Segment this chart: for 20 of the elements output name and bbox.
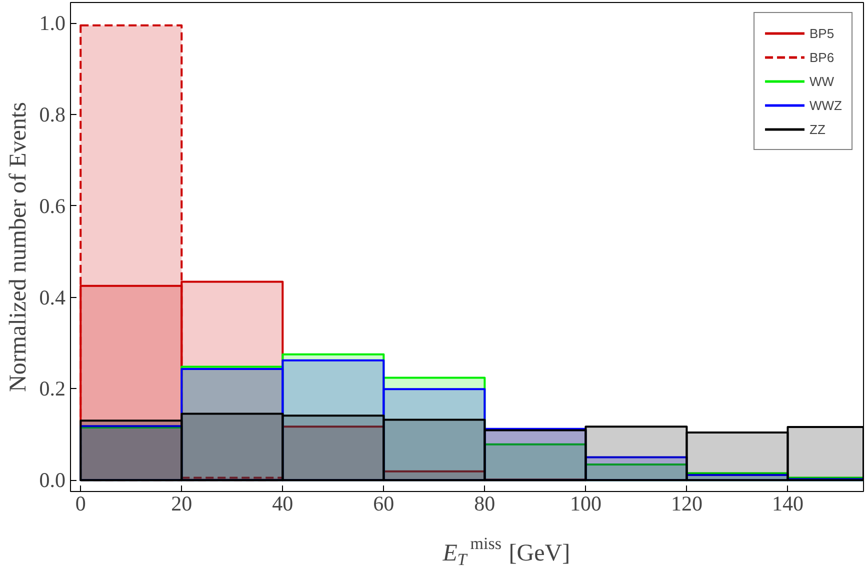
y-tick-label: 0.4 xyxy=(39,285,66,310)
y-tick-label: 0.0 xyxy=(39,468,66,492)
x-tick-label: 0 xyxy=(75,492,86,516)
legend-label: WWZ xyxy=(810,98,842,112)
y-tick-label: 0.6 xyxy=(39,194,66,218)
y-tick-label: 0.2 xyxy=(39,376,66,401)
x-tick-label: 80 xyxy=(474,492,496,516)
y-tick-label: 0.8 xyxy=(39,102,66,126)
legend-label: BP6 xyxy=(810,50,834,64)
x-tick-label: 60 xyxy=(373,492,394,516)
x-tick-label: 140 xyxy=(772,492,804,516)
legend-label: ZZ xyxy=(810,122,826,136)
y-tick-label: 1.0 xyxy=(39,11,66,36)
legend-label: BP5 xyxy=(810,26,834,40)
y-axis-title: Normalized number of Events xyxy=(5,102,32,392)
x-tick-label: 40 xyxy=(272,492,294,516)
x-tick-label: 120 xyxy=(670,492,702,516)
legend-label: WW xyxy=(810,74,834,88)
x-tick-label: 20 xyxy=(171,492,192,516)
x-tick-label: 100 xyxy=(570,492,602,516)
